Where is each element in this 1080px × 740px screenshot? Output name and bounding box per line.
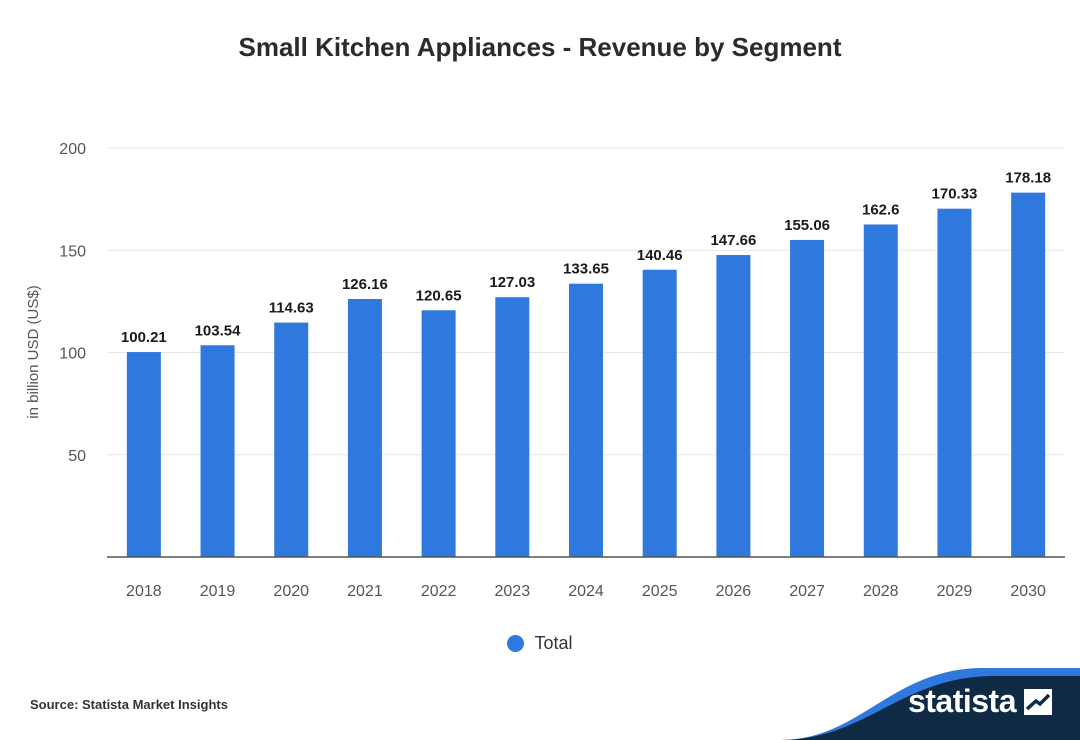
data-label: 100.21: [121, 329, 167, 346]
data-label: 178.18: [1005, 170, 1051, 187]
data-label: 103.54: [195, 322, 242, 339]
bar[interactable]: [495, 297, 530, 557]
statista-logo-icon: [1024, 688, 1052, 715]
y-tick-label: 150: [59, 243, 86, 260]
data-label: 133.65: [563, 261, 609, 278]
x-tick-label: 2024: [568, 583, 604, 600]
x-axis-ticks: 2018 2019 2020 2021 2022 2023 2024 2025 2026 2027…: [126, 583, 1046, 600]
x-tick-label: 2027: [789, 583, 825, 600]
legend-label: Total: [534, 633, 573, 653]
bar[interactable]: [421, 310, 456, 557]
bar[interactable]: [937, 208, 972, 557]
y-tick-label: 50: [68, 448, 86, 465]
data-label: 140.46: [637, 247, 683, 264]
legend[interactable]: Total: [0, 633, 1080, 654]
data-label: 120.65: [416, 287, 462, 304]
statista-logo[interactable]: statista: [908, 683, 1052, 720]
brand-name: statista: [907, 683, 1017, 719]
x-tick-label: 2019: [200, 583, 236, 600]
y-tick-label: 200: [59, 141, 86, 158]
data-label: 126.16: [342, 276, 388, 293]
bar[interactable]: [642, 269, 677, 557]
chart-title: Small Kitchen Appliances - Revenue by Se…: [238, 32, 842, 62]
bar[interactable]: [863, 224, 898, 557]
x-tick-label: 2026: [716, 583, 752, 600]
data-label: 114.63: [269, 300, 314, 317]
footer-band: [780, 668, 1080, 740]
data-label: 155.06: [784, 217, 830, 234]
bar[interactable]: [347, 299, 382, 557]
data-label: 170.33: [932, 186, 978, 203]
x-tick-label: 2023: [495, 583, 531, 600]
legend-marker: [507, 635, 525, 652]
x-tick-label: 2021: [347, 583, 383, 600]
x-tick-label: 2030: [1010, 583, 1046, 600]
bar[interactable]: [1011, 192, 1046, 558]
data-label: 147.66: [710, 232, 756, 249]
x-tick-label: 2020: [273, 583, 309, 600]
bar[interactable]: [716, 255, 751, 558]
bars: [126, 192, 1046, 558]
bar[interactable]: [790, 239, 825, 558]
data-label: 162.6: [862, 201, 900, 218]
x-tick-label: 2029: [937, 583, 973, 600]
y-axis-label: in billion USD (US$): [25, 285, 42, 418]
x-tick-label: 2025: [642, 583, 678, 600]
data-labels: 100.21 103.54 114.63 126.16 120.65 127.03 133.…: [121, 170, 1051, 346]
y-axis-ticks: 50 100 150 200: [59, 141, 86, 465]
x-tick-label: 2028: [863, 583, 899, 600]
x-tick-label: 2018: [126, 583, 162, 600]
source-note: Source: Statista Market Insights: [30, 697, 228, 712]
bar[interactable]: [126, 352, 161, 557]
y-tick-label: 100: [59, 346, 86, 363]
bar[interactable]: [569, 283, 603, 557]
bar[interactable]: [200, 345, 235, 557]
data-label: 127.03: [489, 274, 535, 291]
bar[interactable]: [274, 322, 309, 557]
x-tick-label: 2022: [421, 583, 457, 600]
